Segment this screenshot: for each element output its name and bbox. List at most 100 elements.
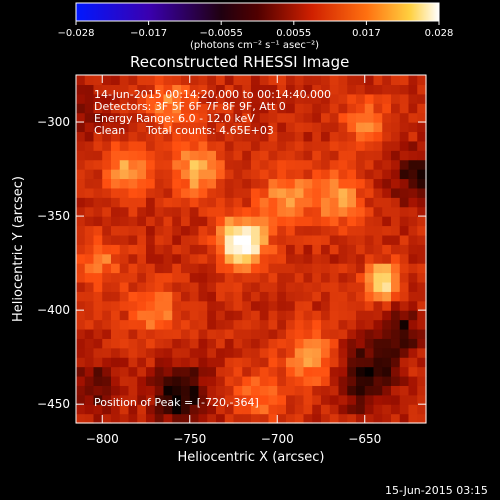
heatmap-cell <box>207 281 217 292</box>
heatmap-cell <box>356 281 366 292</box>
heatmap-cell <box>93 338 103 349</box>
heatmap-cell <box>224 338 235 349</box>
heatmap-cell <box>102 375 112 386</box>
heatmap-cell <box>224 404 235 415</box>
heatmap-cell <box>382 103 392 114</box>
heatmap-cell <box>268 140 278 151</box>
heatmap-cell <box>189 394 200 405</box>
heatmap-cell <box>76 159 86 170</box>
heatmap-cell <box>76 338 86 349</box>
heatmap-cell <box>321 122 331 133</box>
heatmap-cell <box>128 366 138 377</box>
heatmap-cell <box>303 328 313 339</box>
heatmap-cell <box>146 75 156 86</box>
heatmap-cell <box>399 169 410 180</box>
heatmap-cell <box>102 272 112 283</box>
heatmap-cell <box>286 103 296 114</box>
heatmap-cell <box>268 93 278 104</box>
heatmap-cell <box>303 93 313 104</box>
heatmap-cell <box>233 244 243 255</box>
heatmap-cell <box>128 375 138 386</box>
heatmap-cell <box>251 253 261 264</box>
heatmap-cell <box>329 84 340 95</box>
heatmap-cell <box>233 103 243 114</box>
heatmap-cell <box>242 385 252 396</box>
heatmap-cell <box>216 197 226 208</box>
heatmap-cell <box>312 300 322 311</box>
heatmap-cell <box>76 319 86 330</box>
heatmap-cell <box>303 225 313 236</box>
heatmap-cell <box>408 291 418 302</box>
heatmap-cell <box>216 310 226 321</box>
heatmap-cell <box>111 140 121 151</box>
heatmap-cell <box>154 244 165 255</box>
heatmap-cell <box>347 112 357 123</box>
heatmap-cell <box>382 150 392 161</box>
heatmap-cell <box>181 375 191 386</box>
heatmap-cell <box>408 281 418 292</box>
heatmap-cell <box>207 206 217 217</box>
heatmap-cell <box>286 187 296 198</box>
heatmap-cell <box>268 328 278 339</box>
heatmap-cell <box>356 319 366 330</box>
heatmap-cell <box>207 112 217 123</box>
heatmap-cell <box>233 187 243 198</box>
heatmap-cell <box>84 394 95 405</box>
heatmap-cell <box>242 272 252 283</box>
heatmap-cell <box>338 216 348 227</box>
heatmap-cell <box>329 385 340 396</box>
heatmap-cell <box>251 169 261 180</box>
heatmap-cell <box>408 225 418 236</box>
heatmap-cell <box>364 169 375 180</box>
heatmap-cell <box>137 93 147 104</box>
heatmap-cell <box>347 357 357 368</box>
heatmap-cell <box>242 122 252 133</box>
heatmap-cell <box>76 366 86 377</box>
heatmap-cell <box>251 375 261 386</box>
heatmap-cell <box>329 263 340 274</box>
x-axis-label: Heliocentric X (arcsec) <box>178 450 325 465</box>
heatmap-cell <box>251 178 261 189</box>
heatmap-cell <box>312 131 322 142</box>
heatmap-cell <box>303 319 313 330</box>
heatmap-cell <box>137 375 147 386</box>
heatmap-cell <box>102 169 112 180</box>
heatmap-cell <box>84 206 95 217</box>
heatmap-cell <box>181 140 191 151</box>
heatmap-cell <box>111 159 121 170</box>
heatmap-cell <box>294 75 305 86</box>
heatmap-cell <box>181 159 191 170</box>
heatmap-cell <box>154 300 165 311</box>
heatmap-cell <box>93 234 103 245</box>
heatmap-cell <box>172 197 182 208</box>
heatmap-cell <box>172 263 182 274</box>
heatmap-cell <box>277 103 287 114</box>
heatmap-cell <box>417 347 427 358</box>
heatmap-cell <box>417 103 427 114</box>
heatmap-cell <box>417 338 427 349</box>
heatmap-cell <box>286 150 296 161</box>
heatmap-cell <box>399 263 410 274</box>
heatmap-cell <box>338 93 348 104</box>
heatmap-cell <box>347 291 357 302</box>
heatmap-cell <box>329 197 340 208</box>
heatmap-cell <box>137 84 147 95</box>
heatmap-cell <box>277 187 287 198</box>
heatmap-cell <box>102 206 112 217</box>
heatmap-cell <box>137 140 147 151</box>
heatmap-cell <box>189 263 200 274</box>
heatmap-cell <box>224 178 235 189</box>
heatmap-cell <box>277 394 287 405</box>
heatmap-cell <box>356 328 366 339</box>
heatmap-cell <box>277 140 287 151</box>
heatmap-cell <box>207 253 217 264</box>
heatmap-cell <box>321 159 331 170</box>
heatmap-cell <box>172 178 182 189</box>
heatmap-cell <box>312 169 322 180</box>
heatmap-cell <box>259 404 270 415</box>
heatmap-cell <box>417 150 427 161</box>
heatmap-cell <box>338 404 348 415</box>
heatmap-cell <box>364 281 375 292</box>
heatmap-cell <box>76 394 86 405</box>
heatmap-cell <box>286 169 296 180</box>
